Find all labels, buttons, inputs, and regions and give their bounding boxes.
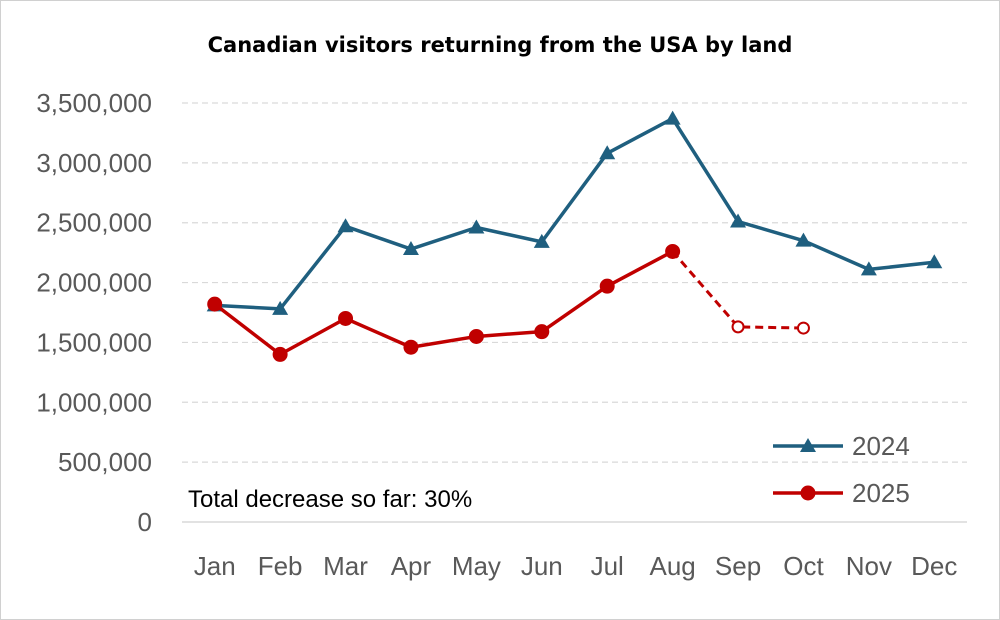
y-tick-label: 2,000,000 xyxy=(36,268,152,298)
triangle-marker xyxy=(272,300,289,315)
y-tick-label: 1,000,000 xyxy=(36,387,152,417)
y-tick-label: 2,500,000 xyxy=(36,208,152,238)
legend-label: 2025 xyxy=(852,478,910,508)
triangle-marker xyxy=(533,233,550,248)
y-tick-label: 1,500,000 xyxy=(36,327,152,357)
chart-title: Canadian visitors returning from the USA… xyxy=(208,33,793,57)
circle-marker xyxy=(800,485,816,501)
annotation: Total decrease so far: 30% xyxy=(188,486,472,513)
triangle-marker xyxy=(402,241,419,256)
series-line-2025 xyxy=(213,249,674,357)
circle-marker xyxy=(272,346,288,362)
x-tick-label: Jun xyxy=(521,551,563,581)
circle-marker xyxy=(207,296,223,312)
x-tick-label: Dec xyxy=(911,551,957,581)
triangle-marker xyxy=(664,110,681,125)
circle-marker xyxy=(534,324,550,340)
y-tick-label: 3,500,000 xyxy=(36,88,152,118)
triangle-marker xyxy=(337,218,354,233)
y-tick-label: 3,000,000 xyxy=(36,148,152,178)
triangle-marker xyxy=(599,145,616,160)
y-tick-label: 0 xyxy=(138,507,152,537)
x-tick-label: Aug xyxy=(649,551,695,581)
x-tick-label: Jan xyxy=(194,551,236,581)
x-tick-label: Feb xyxy=(258,551,303,581)
legend-item-2025: 2025 xyxy=(773,478,910,508)
x-tick-label: Apr xyxy=(391,551,432,581)
triangle-marker xyxy=(795,232,812,247)
circle-marker xyxy=(665,243,681,259)
circle-marker xyxy=(468,328,484,344)
circle-marker xyxy=(599,278,615,294)
triangle-marker xyxy=(926,254,943,269)
triangle-marker xyxy=(800,438,816,452)
circle-marker xyxy=(403,339,419,355)
x-tick-label: Mar xyxy=(323,551,368,581)
x-tick-label: Jul xyxy=(591,551,624,581)
triangle-marker xyxy=(730,213,747,228)
y-tick-label: 500,000 xyxy=(58,447,152,477)
circle-marker xyxy=(338,310,354,326)
legend-label: 2024 xyxy=(852,431,910,461)
series-line-2024 xyxy=(214,116,935,311)
triangle-marker xyxy=(468,219,485,234)
circle-marker xyxy=(796,321,810,335)
x-tick-label: Sep xyxy=(715,551,761,581)
x-tick-label: May xyxy=(452,551,501,581)
series-line-estimated-2025 xyxy=(671,250,804,330)
x-tick-label: Oct xyxy=(783,551,824,581)
x-tick-label: Nov xyxy=(846,551,892,581)
legend-item-2024: 2024 xyxy=(773,431,910,461)
triangle-marker xyxy=(860,261,877,276)
circle-marker xyxy=(731,320,745,334)
